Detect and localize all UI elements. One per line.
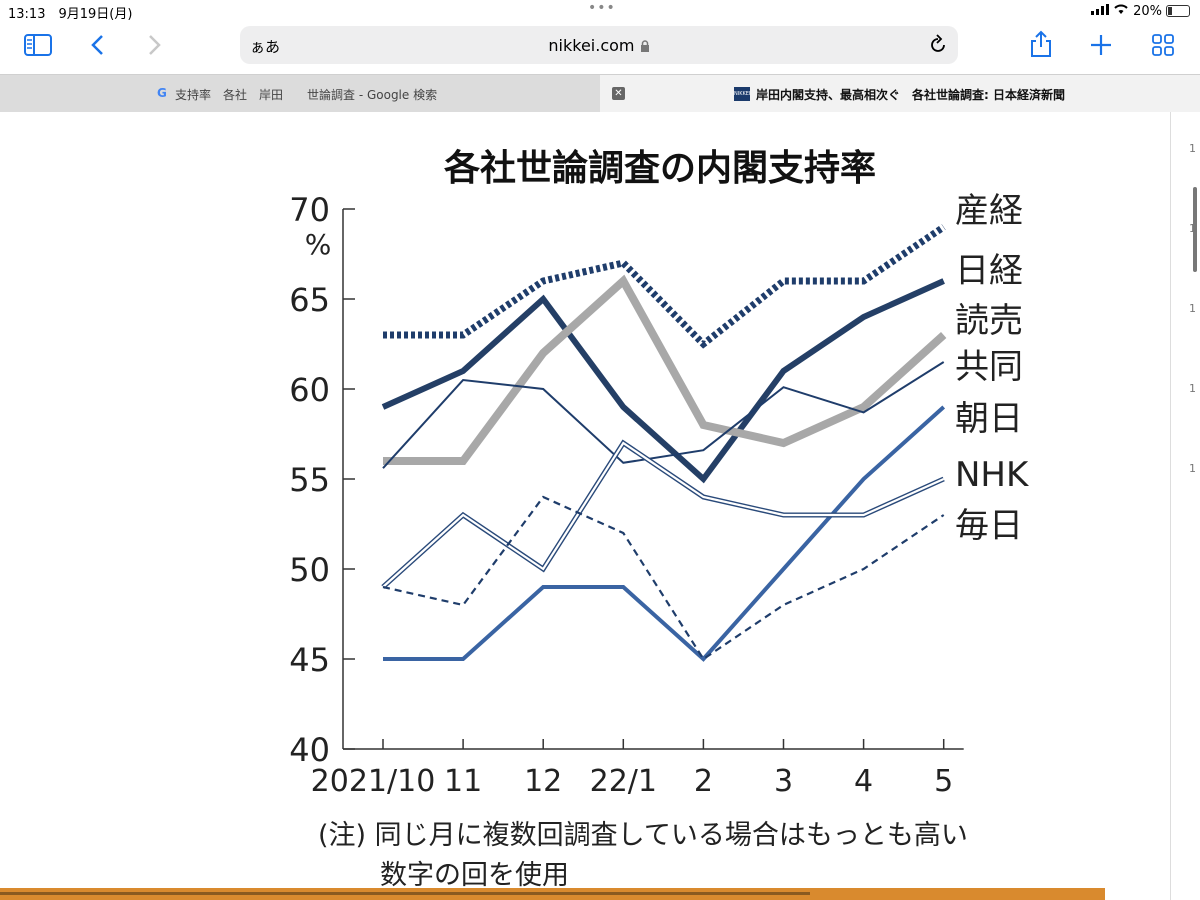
y-tick-label: 70 (289, 191, 330, 229)
series-line (382, 441, 945, 588)
tab-google-search[interactable]: G 支持率 各社 岸田 世論調査 - Google 検索 (0, 75, 600, 113)
sidebar-icon[interactable] (24, 34, 52, 56)
legend-label: 朝日 (955, 399, 1023, 439)
reload-icon[interactable] (928, 32, 948, 60)
legend-label: 日経 (955, 251, 1023, 291)
browser-toolbar: ぁあ nikkei.com (0, 22, 1200, 72)
google-icon: G (157, 86, 167, 100)
nikkei-favicon-icon: NIKKEI (734, 87, 750, 101)
legend-label: 読売 (955, 301, 1023, 341)
x-tick-label: 5 (934, 764, 953, 799)
forward-icon[interactable] (146, 34, 162, 56)
chart-title: 各社世論調査の内閣支持率 (444, 148, 876, 189)
wifi-icon (1113, 3, 1129, 19)
chart-note-line: (注) 同じ月に複数回調査している場合はもっとも高い (318, 820, 968, 851)
x-tick-label: 11 (444, 764, 482, 799)
x-tick-label: 22/1 (590, 764, 657, 799)
series-line (383, 224, 946, 349)
series-日経 (381, 278, 945, 484)
series-共同 (382, 361, 945, 469)
tab-title: 岸田内閣支持、最高相次ぐ 各社世論調査: 日本経済新聞 (756, 88, 1065, 102)
y-tick-label: 50 (289, 551, 330, 589)
tab-nikkei[interactable]: ✕ NIKKEI 岸田内閣支持、最高相次ぐ 各社世論調査: 日本経済新聞 (600, 75, 1200, 113)
battery-icon (1166, 5, 1190, 17)
x-tick-label: 2021/10 (311, 764, 436, 799)
series-line (383, 405, 946, 662)
close-tab-icon[interactable]: ✕ (612, 87, 625, 100)
series-毎日 (382, 495, 945, 661)
share-icon[interactable] (1030, 30, 1052, 58)
legend-label: 共同 (955, 347, 1023, 387)
series-朝日 (383, 405, 946, 662)
y-axis-unit: % (305, 228, 332, 261)
tab-title: 支持率 各社 岸田 世論調査 - Google 検索 (175, 88, 438, 102)
series-line (382, 495, 945, 661)
reader-aa-button[interactable]: ぁあ (250, 38, 281, 56)
y-tick-label: 45 (289, 641, 330, 679)
legend-label: 産経 (955, 191, 1023, 231)
y-tick-label: 40 (289, 731, 330, 769)
address-bar[interactable]: ぁあ nikkei.com (240, 26, 958, 64)
series-line (381, 278, 945, 484)
series-line (382, 361, 945, 469)
x-tick-label: 2 (694, 764, 713, 799)
x-tick-label: 4 (854, 764, 873, 799)
tab-overview-icon[interactable] (1152, 34, 1174, 56)
back-icon[interactable] (90, 34, 106, 56)
y-tick-label: 55 (289, 461, 330, 499)
battery-percent: 20% (1133, 3, 1162, 19)
scrollbar[interactable] (1193, 187, 1197, 272)
tab-bar: G 支持率 各社 岸田 世論調査 - Google 検索 ✕ NIKKEI 岸田… (0, 74, 1200, 114)
legend-label: 毎日 (955, 506, 1023, 546)
chart-note-line: 数字の回を使用 (380, 860, 569, 891)
status-right: 20% (1091, 3, 1190, 19)
x-tick-label: 3 (774, 764, 793, 799)
y-tick-label: 60 (289, 371, 330, 409)
series-産経 (383, 224, 946, 349)
page-content: 各社世論調査の内閣支持率 % 40 45 50 55 60 65 70 2021/10 11 12… (0, 112, 1200, 900)
signal-icon (1091, 3, 1110, 19)
page-progress-bar (0, 888, 1105, 900)
y-tick-label: 65 (289, 281, 330, 319)
chart-series (381, 224, 947, 662)
lock-icon (640, 40, 649, 52)
url-text: nikkei.com (240, 36, 958, 55)
series-line (383, 274, 947, 465)
x-tick-label: 12 (524, 764, 562, 799)
series-読売 (383, 274, 947, 465)
legend-label: NHK (955, 455, 1030, 495)
series-NHK (381, 439, 945, 589)
multitask-dots-icon[interactable]: ••• (588, 0, 616, 16)
status-bar: 13:13 9月19日(月) ••• 20% (0, 0, 1200, 22)
new-tab-icon[interactable] (1090, 34, 1112, 56)
status-time: 13:13 9月19日(月) (8, 7, 133, 22)
